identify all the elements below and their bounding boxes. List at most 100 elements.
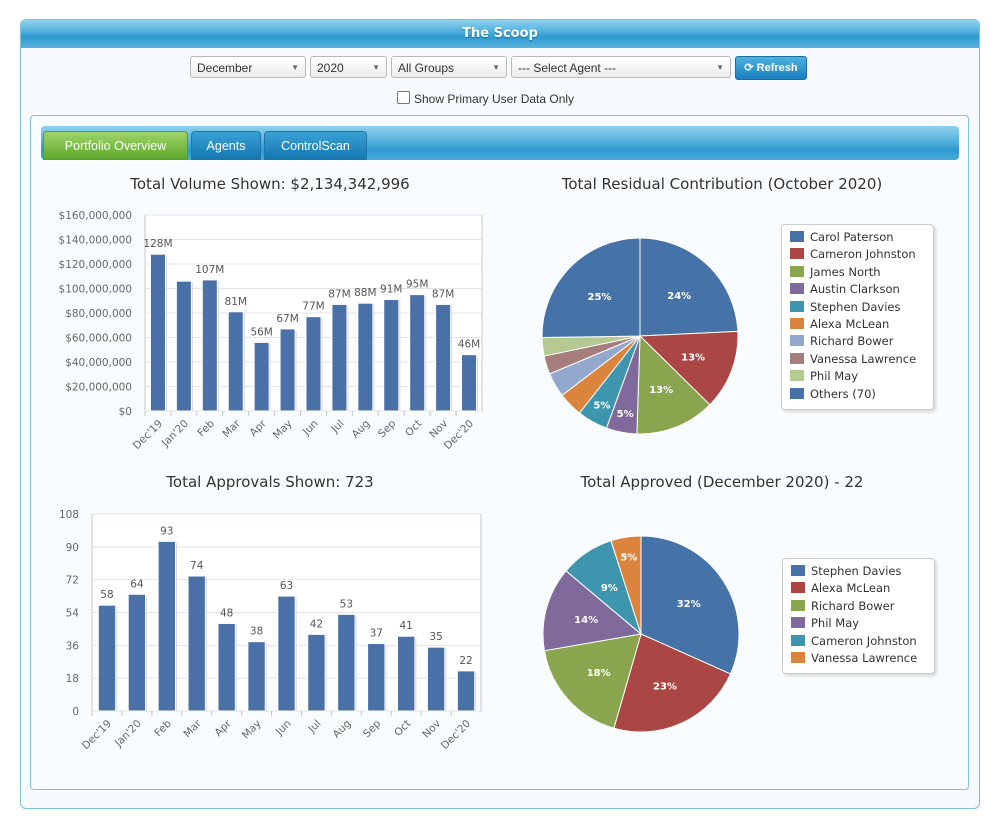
refresh-button[interactable]: ⟳ Refresh bbox=[735, 56, 807, 80]
volume-y-tick-label: $60,000,000 bbox=[65, 333, 132, 345]
residual-slice[interactable] bbox=[541, 237, 641, 339]
residual-legend-label: Others (70) bbox=[810, 386, 876, 401]
approvals-bar[interactable] bbox=[367, 643, 386, 712]
residual-legend-item[interactable]: Carol Paterson bbox=[790, 229, 925, 246]
approvals-y-tick-label: 18 bbox=[66, 673, 79, 685]
volume-chart-title: Total Volume Shown: $2,134,342,996 bbox=[129, 175, 409, 193]
residual-legend-swatch bbox=[790, 248, 804, 260]
residual-legend-item[interactable]: Stephen Davies bbox=[790, 299, 925, 316]
chevron-down-icon: ▼ bbox=[716, 63, 724, 72]
volume-data-label: 128M bbox=[143, 238, 172, 250]
primary-user-checkbox[interactable]: Show Primary User Data Only bbox=[397, 91, 574, 106]
tab-portfolio-overview[interactable]: Portfolio Overview bbox=[43, 131, 188, 160]
residual-slice[interactable] bbox=[638, 330, 739, 406]
volume-bar[interactable] bbox=[253, 341, 270, 412]
volume-bar[interactable] bbox=[331, 303, 348, 412]
approvals-bar[interactable] bbox=[187, 575, 206, 712]
residual-legend-item[interactable]: Austin Clarkson bbox=[790, 281, 925, 298]
volume-y-tick-label: $120,000,000 bbox=[59, 259, 132, 271]
approvals-data-label: 74 bbox=[190, 560, 204, 572]
residual-legend-swatch bbox=[790, 283, 804, 295]
approvals-x-tick-label: Dec'19 bbox=[80, 718, 114, 752]
residual-legend-item[interactable]: Cameron Johnston bbox=[790, 246, 925, 263]
residual-legend-item[interactable]: Vanessa Lawrence bbox=[790, 351, 925, 368]
approvals-bar[interactable] bbox=[456, 670, 476, 712]
approvals-x-tick-label: Aug bbox=[330, 718, 353, 741]
approved-legend-item[interactable]: Phil May bbox=[791, 615, 926, 632]
volume-x-tick-label: Dec'20 bbox=[442, 418, 476, 452]
approved-legend-item[interactable]: Richard Bower bbox=[791, 598, 926, 615]
volume-bar[interactable] bbox=[279, 328, 296, 412]
volume-bar[interactable] bbox=[435, 303, 452, 412]
approvals-bar[interactable] bbox=[397, 635, 416, 712]
approved-slice[interactable] bbox=[610, 535, 642, 635]
approvals-bar[interactable] bbox=[157, 540, 176, 712]
approved-legend-item[interactable]: Alexa McLean bbox=[791, 580, 926, 597]
volume-bar[interactable] bbox=[409, 294, 426, 412]
approved-legend-label: Stephen Davies bbox=[811, 564, 902, 578]
volume-data-label: 81M bbox=[225, 296, 247, 308]
approved-legend-swatch bbox=[791, 582, 805, 594]
volume-bar[interactable] bbox=[383, 299, 400, 412]
approvals-bar[interactable] bbox=[247, 641, 266, 712]
residual-legend-label: Carol Paterson bbox=[810, 230, 894, 244]
residual-legend-item[interactable]: Richard Bower bbox=[790, 333, 925, 350]
checkbox-icon[interactable] bbox=[397, 91, 410, 104]
agent-select[interactable]: --- Select Agent --- ▼ bbox=[511, 56, 731, 78]
approvals-bar[interactable] bbox=[217, 622, 236, 712]
approved-slice[interactable] bbox=[542, 570, 643, 652]
approved-slice[interactable] bbox=[613, 633, 732, 733]
residual-slice[interactable] bbox=[636, 334, 711, 435]
year-select[interactable]: 2020 ▼ bbox=[310, 56, 387, 78]
volume-x-tick-label: Aug bbox=[349, 418, 372, 441]
approvals-data-label: 53 bbox=[340, 598, 353, 610]
approved-legend-label: Phil May bbox=[811, 616, 860, 631]
residual-legend-item[interactable]: Others (70) bbox=[790, 386, 925, 403]
residual-legend-item[interactable]: Alexa McLean bbox=[790, 316, 925, 333]
approvals-bar[interactable] bbox=[337, 613, 356, 712]
volume-bar[interactable] bbox=[149, 253, 166, 412]
approved-legend-item[interactable]: Cameron Johnston bbox=[791, 633, 926, 650]
approved-legend-item[interactable]: Vanessa Lawrence bbox=[791, 650, 926, 667]
approvals-y-tick-label: 54 bbox=[66, 608, 80, 620]
app-title: The Scoop bbox=[21, 20, 979, 48]
residual-slice-label: 25% bbox=[588, 292, 612, 303]
approvals-bar[interactable] bbox=[127, 593, 147, 712]
primary-user-label: Show Primary User Data Only bbox=[414, 92, 575, 106]
approved-slice-label: 9% bbox=[601, 583, 618, 594]
residual-slice[interactable] bbox=[639, 237, 739, 337]
volume-x-tick-label: Feb bbox=[195, 417, 217, 439]
residual-legend-item[interactable]: Phil May bbox=[790, 368, 925, 385]
approved-legend-label: Richard Bower bbox=[811, 598, 895, 613]
tab-agents[interactable]: Agents bbox=[191, 131, 261, 160]
chevron-down-icon: ▼ bbox=[492, 63, 500, 72]
approvals-bar[interactable] bbox=[307, 633, 326, 712]
volume-x-tick-label: Oct bbox=[403, 418, 424, 439]
month-select[interactable]: December ▼ bbox=[190, 56, 306, 78]
residual-legend-item[interactable]: James North bbox=[790, 264, 925, 281]
volume-bar[interactable] bbox=[227, 311, 244, 412]
volume-data-label: 107M bbox=[195, 264, 224, 276]
approvals-x-tick-label: Jan'20 bbox=[112, 718, 144, 750]
approvals-bar[interactable] bbox=[426, 646, 446, 712]
approvals-y-tick-label: 90 bbox=[66, 542, 79, 554]
approvals-y-tick-label: 36 bbox=[66, 640, 80, 652]
approvals-bar[interactable] bbox=[277, 595, 296, 712]
approved-chart-title: Total Approved (December 2020) - 22 bbox=[580, 473, 864, 491]
volume-bar[interactable] bbox=[175, 280, 192, 412]
residual-legend-label: Stephen Davies bbox=[810, 299, 901, 314]
tab-controlscan[interactable]: ControlScan bbox=[264, 131, 367, 160]
approvals-data-label: 38 bbox=[250, 626, 263, 638]
group-select[interactable]: All Groups ▼ bbox=[391, 56, 507, 78]
approved-legend-swatch bbox=[791, 651, 805, 663]
approved-slice[interactable] bbox=[543, 633, 642, 729]
volume-x-tick-label: May bbox=[271, 418, 295, 442]
approved-legend-item[interactable]: Stephen Davies bbox=[791, 563, 926, 580]
approvals-bar[interactable] bbox=[97, 604, 117, 712]
volume-bar[interactable] bbox=[357, 302, 374, 412]
residual-legend-label: Phil May bbox=[810, 369, 859, 384]
volume-bar[interactable] bbox=[201, 279, 218, 412]
volume-bar[interactable] bbox=[305, 316, 322, 412]
approved-slice[interactable] bbox=[640, 535, 740, 675]
volume-bar[interactable] bbox=[461, 354, 478, 412]
